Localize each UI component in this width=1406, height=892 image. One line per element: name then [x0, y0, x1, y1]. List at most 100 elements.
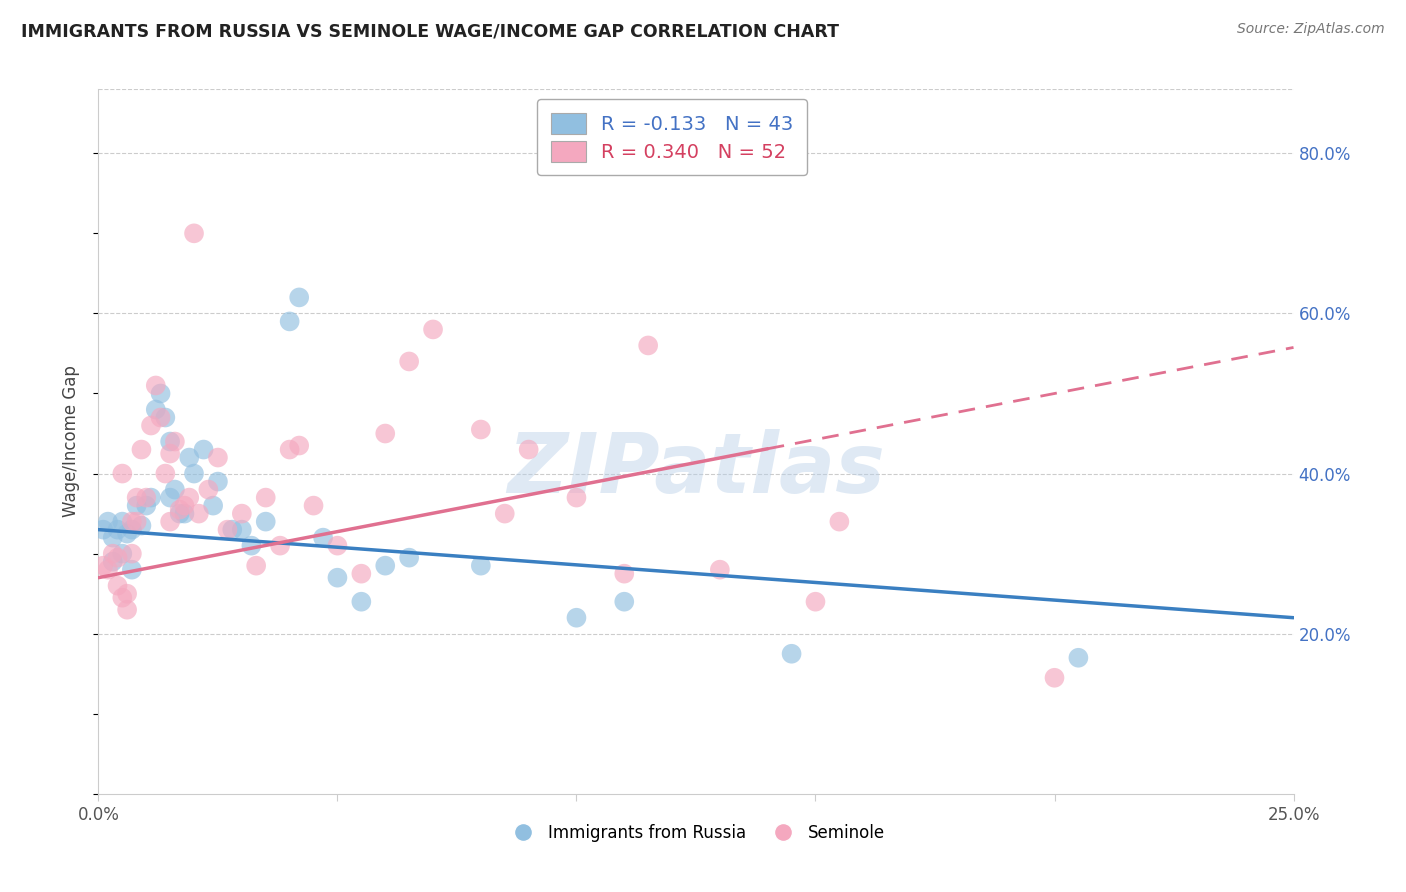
Point: [97, 515, 120, 529]
Point: [422, 322, 444, 336]
Point: [131, 518, 153, 533]
Point: [312, 531, 335, 545]
Point: [221, 523, 243, 537]
Point: [125, 499, 148, 513]
Point: [179, 450, 201, 465]
Text: ZIPatlas: ZIPatlas: [508, 429, 884, 510]
Point: [101, 531, 124, 545]
Point: [111, 591, 134, 605]
Legend: Immigrants from Russia, Seminole: Immigrants from Russia, Seminole: [501, 818, 891, 849]
Point: [217, 523, 239, 537]
Point: [121, 547, 143, 561]
Point: [121, 563, 143, 577]
Point: [245, 558, 267, 573]
Point: [613, 595, 636, 609]
Point: [828, 515, 851, 529]
Point: [107, 579, 129, 593]
Point: [135, 491, 157, 505]
Point: [780, 647, 803, 661]
Point: [374, 426, 396, 441]
Point: [173, 507, 195, 521]
Point: [155, 410, 177, 425]
Point: [121, 523, 143, 537]
Point: [163, 434, 186, 449]
Point: [159, 434, 181, 449]
Point: [470, 558, 492, 573]
Point: [398, 354, 420, 368]
Point: [145, 402, 167, 417]
Point: [169, 507, 191, 521]
Point: [131, 442, 153, 457]
Point: [288, 290, 311, 304]
Point: [111, 547, 134, 561]
Point: [173, 499, 195, 513]
Point: [804, 595, 827, 609]
Point: [517, 442, 540, 457]
Point: [149, 410, 172, 425]
Text: Source: ZipAtlas.com: Source: ZipAtlas.com: [1237, 22, 1385, 37]
Point: [709, 563, 731, 577]
Point: [350, 566, 373, 581]
Point: [470, 423, 492, 437]
Point: [139, 418, 162, 433]
Point: [202, 499, 225, 513]
Point: [125, 491, 148, 505]
Point: [183, 467, 205, 481]
Point: [240, 539, 263, 553]
Point: [155, 467, 177, 481]
Point: [91, 523, 114, 537]
Point: [565, 610, 588, 624]
Point: [278, 314, 301, 328]
Point: [97, 563, 120, 577]
Point: [326, 571, 349, 585]
Point: [135, 499, 157, 513]
Point: [111, 467, 134, 481]
Point: [179, 491, 201, 505]
Text: IMMIGRANTS FROM RUSSIA VS SEMINOLE WAGE/INCOME GAP CORRELATION CHART: IMMIGRANTS FROM RUSSIA VS SEMINOLE WAGE/…: [21, 22, 839, 40]
Point: [115, 603, 138, 617]
Point: [125, 515, 148, 529]
Point: [1043, 671, 1066, 685]
Point: [494, 507, 516, 521]
Point: [101, 547, 124, 561]
Point: [193, 442, 215, 457]
Point: [159, 446, 181, 460]
Point: [159, 491, 181, 505]
Point: [107, 523, 129, 537]
Point: [231, 523, 253, 537]
Point: [326, 539, 349, 553]
Point: [565, 491, 588, 505]
Point: [101, 555, 124, 569]
Point: [207, 450, 229, 465]
Point: [254, 491, 277, 505]
Point: [183, 227, 205, 241]
Point: [149, 386, 172, 401]
Point: [350, 595, 373, 609]
Point: [159, 515, 181, 529]
Point: [278, 442, 301, 457]
Point: [1067, 650, 1090, 665]
Y-axis label: Wage/Income Gap: Wage/Income Gap: [62, 366, 80, 517]
Point: [254, 515, 277, 529]
Point: [269, 539, 291, 553]
Point: [207, 475, 229, 489]
Point: [111, 515, 134, 529]
Point: [231, 507, 253, 521]
Point: [145, 378, 167, 392]
Point: [115, 526, 138, 541]
Point: [197, 483, 219, 497]
Point: [121, 515, 143, 529]
Point: [139, 491, 162, 505]
Point: [398, 550, 420, 565]
Point: [637, 338, 659, 352]
Point: [288, 438, 311, 452]
Point: [613, 566, 636, 581]
Point: [107, 550, 129, 565]
Point: [187, 507, 209, 521]
Point: [169, 502, 191, 516]
Point: [91, 558, 114, 573]
Point: [115, 587, 138, 601]
Point: [302, 499, 325, 513]
Point: [163, 483, 186, 497]
Point: [374, 558, 396, 573]
